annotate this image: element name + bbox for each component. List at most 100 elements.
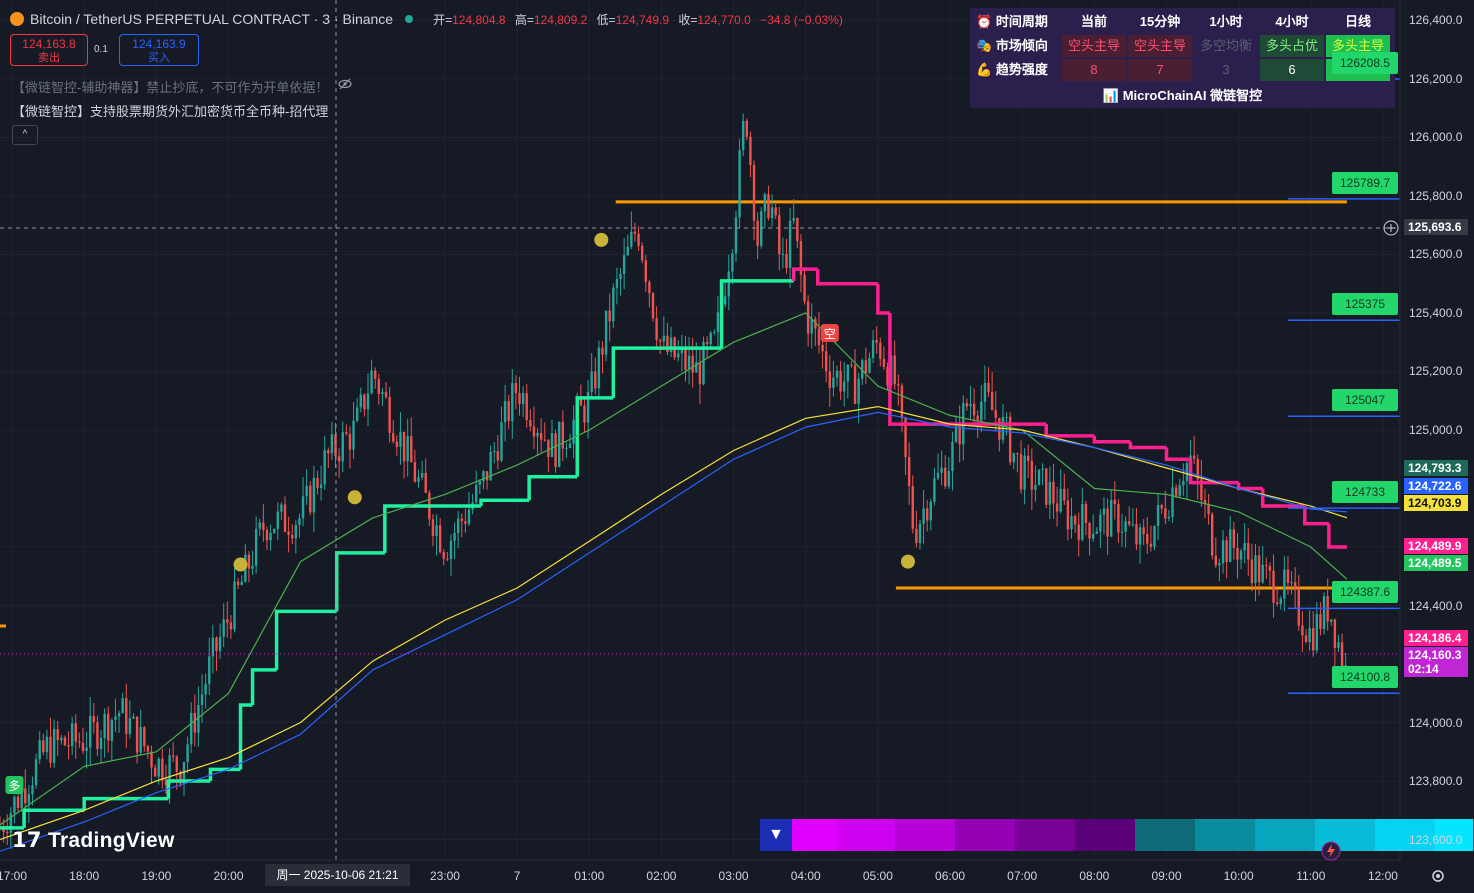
candle-body <box>965 403 969 407</box>
candle-body <box>1084 504 1088 523</box>
candle-body <box>1239 550 1243 560</box>
candle-body <box>659 340 662 342</box>
candle-body <box>716 312 720 332</box>
candle-body <box>868 358 871 373</box>
candle-body <box>1301 625 1304 636</box>
indicator-note-warning: 【微链智控-辅助神器】禁止抄底，不可作为开单依据！ <box>12 80 329 95</box>
candle-body <box>572 419 575 444</box>
signal-dot <box>347 490 362 505</box>
candle-body <box>287 531 290 535</box>
strength-current: 8 <box>1062 59 1126 81</box>
candle-body <box>850 364 853 366</box>
candle-body <box>561 421 565 449</box>
candle-body <box>1330 619 1333 622</box>
candle-body <box>543 439 546 441</box>
candle-body <box>388 397 391 433</box>
candle-body <box>482 471 485 482</box>
table-header-1h: 1小时 <box>1209 14 1243 29</box>
candle-body <box>911 486 914 529</box>
buy-button[interactable]: 124,163.9 买入 <box>119 34 199 66</box>
candle-body <box>301 496 305 519</box>
candle-body <box>983 382 987 402</box>
candle-body <box>774 207 777 216</box>
candle-body <box>45 736 49 753</box>
candle-body <box>1128 521 1131 525</box>
trend-stop-segment <box>791 267 818 281</box>
candle-body <box>998 417 1001 440</box>
time-tick-label: 17:00 <box>0 869 28 883</box>
candle-body <box>103 713 106 739</box>
lightning-icon[interactable] <box>1320 840 1342 862</box>
candle-body <box>792 217 795 221</box>
collapse-legend-button[interactable]: ^ <box>12 125 38 145</box>
trend-stop-segment <box>816 269 830 286</box>
signal-dot <box>900 554 915 569</box>
candle-body <box>810 319 813 334</box>
candle-body <box>1275 602 1279 605</box>
candle-body <box>745 120 749 137</box>
candle-body <box>92 716 96 723</box>
candle-body <box>406 436 409 462</box>
candle-body <box>1146 534 1149 544</box>
time-tick-label: 09:00 <box>1151 869 1182 883</box>
eye-hidden-icon[interactable] <box>338 77 352 91</box>
candle-body <box>204 683 207 695</box>
candle-body <box>161 758 164 781</box>
candle-body <box>157 758 160 777</box>
settings-gear-icon[interactable] <box>1430 868 1446 884</box>
candle-body <box>460 518 463 522</box>
trend-stop-segment <box>1188 459 1215 485</box>
time-tick-label: 06:00 <box>935 869 966 883</box>
candle-body <box>193 712 197 733</box>
tradingview-logo[interactable]: 𝟭𝟳 TradingView <box>12 829 175 852</box>
candle-body <box>352 420 355 450</box>
candle-body <box>1243 543 1246 551</box>
heat-cell <box>1015 819 1075 851</box>
candle-body <box>341 432 344 462</box>
candle-body <box>1236 547 1239 560</box>
candle-body <box>96 722 99 749</box>
trend-stop-segment <box>383 504 482 553</box>
candle-body <box>355 407 359 421</box>
candle-body <box>922 508 925 524</box>
candle-body <box>1156 505 1160 526</box>
heat-cell: ▼ <box>760 819 792 851</box>
candle-body <box>81 742 85 752</box>
candle-body <box>918 523 922 543</box>
candle-body <box>1095 531 1098 534</box>
candle-body <box>1312 628 1315 651</box>
candle-body <box>969 403 972 407</box>
candle-body <box>280 504 283 512</box>
candle-body <box>384 392 388 398</box>
table-header-current: 当前 <box>1080 14 1107 29</box>
candle-body <box>778 215 781 255</box>
bias-daily: 多头主导 <box>1326 35 1390 57</box>
bitcoin-icon <box>10 12 24 26</box>
candle-body <box>309 485 312 513</box>
candle-body <box>651 293 655 319</box>
sell-button[interactable]: 124,163.8 卖出 <box>10 34 88 66</box>
candle-body <box>1045 468 1048 505</box>
candle-body <box>669 337 673 352</box>
candle-body <box>655 318 658 341</box>
candle-body <box>456 518 460 534</box>
candle-body <box>839 370 842 392</box>
symbol-title[interactable]: Bitcoin / TetherUS PERPETUAL CONTRACT · … <box>30 11 394 27</box>
candle-body <box>168 755 171 785</box>
candle-body <box>258 522 261 529</box>
heat-cell <box>1075 819 1135 851</box>
candle-body <box>806 301 810 334</box>
candle-body <box>846 364 850 382</box>
candle-body <box>171 755 175 757</box>
time-tick-label: 23:00 <box>429 869 460 883</box>
table-header-row: ⏰ 时间周期 当前 15分钟 1小时 4小时 日线 <box>970 11 1395 33</box>
candle-body <box>900 385 904 418</box>
candle-body <box>128 718 132 734</box>
candle-body <box>857 378 860 404</box>
candle-body <box>146 746 150 752</box>
candle-body <box>904 417 907 458</box>
candle-body <box>511 383 514 422</box>
signal-dot <box>594 232 609 247</box>
candle-body <box>944 467 947 487</box>
